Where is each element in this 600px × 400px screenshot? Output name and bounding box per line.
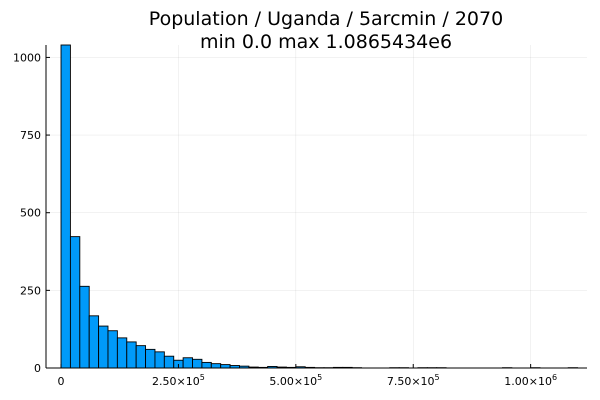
histogram-bar <box>192 358 203 369</box>
histogram-bar <box>107 330 118 369</box>
histogram-bar <box>88 315 100 369</box>
x-tick-label: 0 <box>58 375 65 388</box>
x-tick-label: 2.50×105 <box>152 373 205 388</box>
histogram-bar <box>201 361 212 369</box>
histogram-bar <box>79 285 90 369</box>
histogram-bar <box>98 325 109 369</box>
y-tick-label: 750 <box>20 129 41 142</box>
histogram-bar <box>116 337 128 369</box>
x-tick-label: 7.50×105 <box>387 373 440 388</box>
histogram-bars <box>60 44 579 369</box>
histogram-bar <box>182 357 193 369</box>
histogram-bar <box>126 341 137 369</box>
chart-subtitle: min 0.0 max 1.0865434e6 <box>200 31 452 53</box>
histogram-bar <box>154 351 165 369</box>
histogram-bar <box>135 345 147 369</box>
y-tick-label: 1000 <box>13 51 41 64</box>
chart-title: Population / Uganda / 5arcmin / 2070 <box>149 8 503 30</box>
x-tick-label: 5.00×105 <box>269 373 322 388</box>
y-tick-label: 250 <box>20 284 41 297</box>
histogram-bar <box>210 363 222 369</box>
histogram-bar <box>145 348 156 369</box>
y-tick-labels: 0 250 500 750 1000 <box>13 51 41 375</box>
histogram-bar <box>60 44 71 369</box>
histogram-bar <box>69 236 81 369</box>
grid-lines <box>46 45 587 369</box>
x-tick-label: 1.00×106 <box>504 373 557 388</box>
y-tick-label: 0 <box>34 362 41 375</box>
x-tick-labels: 0 2.50×105 5.00×105 7.50×105 1.00×106 <box>58 373 558 388</box>
y-tick-label: 500 <box>20 207 41 220</box>
histogram-bar <box>163 355 175 369</box>
histogram-bar <box>220 364 231 369</box>
axes <box>45 45 587 369</box>
